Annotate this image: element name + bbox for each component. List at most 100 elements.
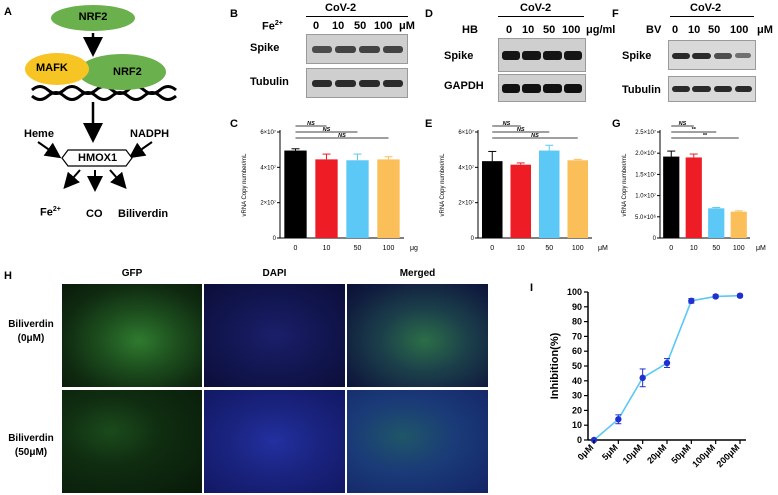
blot-b-treatment: Fe2+ bbox=[262, 20, 283, 33]
micro-gfp-0um bbox=[62, 284, 202, 387]
dna-strand-2 bbox=[31, 91, 177, 101]
co-label: CO bbox=[86, 208, 103, 220]
panel-label-i: I bbox=[530, 282, 534, 294]
chart-i-xtick-label: 10μM bbox=[621, 442, 644, 465]
chart-g-ylabel: vRNA Copy number/mL bbox=[622, 153, 628, 217]
blot-f-dose-1: 10 bbox=[688, 24, 701, 36]
bar-chart-c: vRNA Copy number/mL 0 2×10⁷ 4×10⁷ 6×10⁷ 0 10 50… bbox=[242, 121, 418, 252]
blot-d-unit: μg/ml bbox=[586, 24, 616, 36]
chart-e-xtick-label: 10 bbox=[517, 245, 525, 252]
blot-b-spike bbox=[306, 34, 408, 64]
chart-i-point bbox=[663, 359, 671, 367]
chart-g-bar bbox=[730, 211, 747, 238]
chart-i-xtick-label: 200μM bbox=[715, 442, 742, 469]
micro-row-2-name: Biliverdin bbox=[8, 433, 54, 444]
chart-c-xtick-label: 100 bbox=[383, 245, 395, 252]
blot-f-tubulin bbox=[668, 76, 756, 102]
chart-g-ytick-label: 2.5×10⁷ bbox=[635, 129, 656, 136]
chart-c-bar bbox=[284, 150, 307, 238]
chart-i-ytick-label: 100 bbox=[567, 287, 582, 297]
blot-d-dose-3: 100 bbox=[562, 24, 581, 36]
chart-e-xtick-label: 100 bbox=[572, 245, 584, 252]
chart-c-xtick-label: 0 bbox=[294, 245, 298, 252]
chart-i-ytick-label: 10 bbox=[572, 420, 582, 430]
nrf2-bound-label: NRF2 bbox=[113, 66, 142, 78]
micro-dapi-0um bbox=[204, 284, 345, 387]
chart-i-point bbox=[688, 297, 695, 305]
chart-e-bar bbox=[567, 160, 589, 238]
mafk-label: MAFK bbox=[36, 62, 68, 74]
chart-e-bar bbox=[510, 164, 532, 238]
heme-label: Heme bbox=[24, 128, 54, 140]
panel-label-h: H bbox=[4, 270, 12, 282]
pathway-diagram bbox=[25, 5, 177, 192]
blot-d-row-1-label: Spike bbox=[444, 50, 474, 62]
chart-i-point bbox=[736, 292, 744, 299]
blot-b-dose-2: 50 bbox=[354, 20, 367, 32]
blot-f-title: CoV-2 bbox=[690, 2, 722, 14]
chart-c-bar bbox=[346, 160, 369, 238]
blot-f-dose-2: 50 bbox=[708, 24, 721, 36]
chart-g-sig-label: ** bbox=[703, 133, 708, 139]
blot-d-dose-1: 10 bbox=[522, 24, 535, 36]
chart-g-ytick-label: 1.0×10⁷ bbox=[635, 193, 656, 200]
blot-b-row-1-label: Spike bbox=[250, 42, 280, 54]
blot-b-treatment-text: Fe bbox=[262, 20, 275, 33]
micro-merged-0um bbox=[347, 284, 488, 387]
chart-c-bar bbox=[377, 159, 400, 238]
blot-b-unit: μM bbox=[399, 20, 415, 32]
blot-f-spike bbox=[668, 40, 756, 70]
chart-e-sig-label: NS bbox=[503, 121, 511, 127]
blot-d-title: CoV-2 bbox=[520, 2, 552, 14]
chart-e-bar bbox=[481, 161, 503, 238]
chart-g-ytick-label: 1.5×10⁷ bbox=[635, 171, 656, 178]
fe-text: Fe bbox=[40, 206, 53, 219]
chart-g-xtick-label: 0 bbox=[669, 245, 673, 252]
blot-b-title: CoV-2 bbox=[325, 2, 357, 14]
blot-f-row-1-label: Spike bbox=[622, 50, 652, 62]
chart-e-xunit: μM bbox=[598, 245, 608, 252]
chart-g-xtick-label: 100 bbox=[733, 245, 745, 252]
chart-i-ytick-label: 90 bbox=[572, 302, 582, 312]
chart-e-xtick-label: 50 bbox=[545, 245, 553, 252]
nrf2-top-ellipse bbox=[51, 5, 135, 31]
chart-i-ytick-label: 60 bbox=[572, 346, 582, 356]
chart-i-ytick-label: 80 bbox=[572, 317, 582, 327]
micro-row-1-name: Biliverdin bbox=[8, 319, 54, 330]
heme-arrow bbox=[37, 141, 62, 159]
chart-e-ytick-label: 4×10⁷ bbox=[458, 164, 474, 171]
blot-d-spike bbox=[498, 38, 586, 72]
chart-c-ytick-label: 2×10⁷ bbox=[260, 200, 276, 207]
chart-i-ytick-label: 40 bbox=[572, 376, 582, 386]
chart-g-sig-label: ** bbox=[692, 127, 697, 133]
chart-c-sig-label: NS bbox=[307, 121, 315, 127]
hmox1-label: HMOX1 bbox=[78, 152, 118, 164]
chart-e-sig-label: NS bbox=[531, 133, 539, 139]
chart-g-ytick-label: 2.0×10⁷ bbox=[635, 150, 656, 157]
chart-c-xtick-label: 10 bbox=[323, 245, 331, 252]
chart-i-point bbox=[639, 374, 646, 382]
micro-row-2-label: Biliverdin (50μM) bbox=[2, 432, 60, 460]
bar-chart-g: vRNA Copy number/mL 0 5.0×10⁶ 1.0×10⁷ 1.5×10… bbox=[622, 121, 766, 252]
chart-c-sig-label: NS bbox=[338, 133, 346, 139]
chart-g-ytick-label: 0 bbox=[653, 236, 657, 242]
blot-f-title-line bbox=[670, 16, 754, 17]
chart-g-bar bbox=[708, 208, 725, 238]
blot-d-dose-2: 50 bbox=[543, 24, 556, 36]
fe-superscript: 2+ bbox=[52, 206, 61, 213]
blot-f-dose-3: 100 bbox=[730, 24, 749, 36]
micro-row-2-dose: (50μM) bbox=[14, 447, 48, 458]
blot-d-row-2-label: GAPDH bbox=[444, 80, 484, 92]
panel-label-e: E bbox=[425, 118, 433, 130]
micro-row-1-label: Biliverdin (0μM) bbox=[2, 318, 60, 346]
blot-f-treatment: BV bbox=[646, 24, 662, 36]
chart-c-xtick-label: 50 bbox=[354, 245, 362, 252]
chart-c-xunit: μg bbox=[410, 245, 418, 252]
chart-c-sig-label: NS bbox=[323, 127, 331, 133]
chart-g-bar bbox=[685, 157, 702, 238]
blot-b-tubulin bbox=[306, 68, 408, 98]
blot-d-gapdh bbox=[498, 74, 586, 102]
chart-i-point bbox=[712, 293, 719, 300]
chart-c-ytick-label: 4×10⁷ bbox=[260, 164, 276, 171]
chart-g-sig-label: NS bbox=[679, 121, 687, 127]
